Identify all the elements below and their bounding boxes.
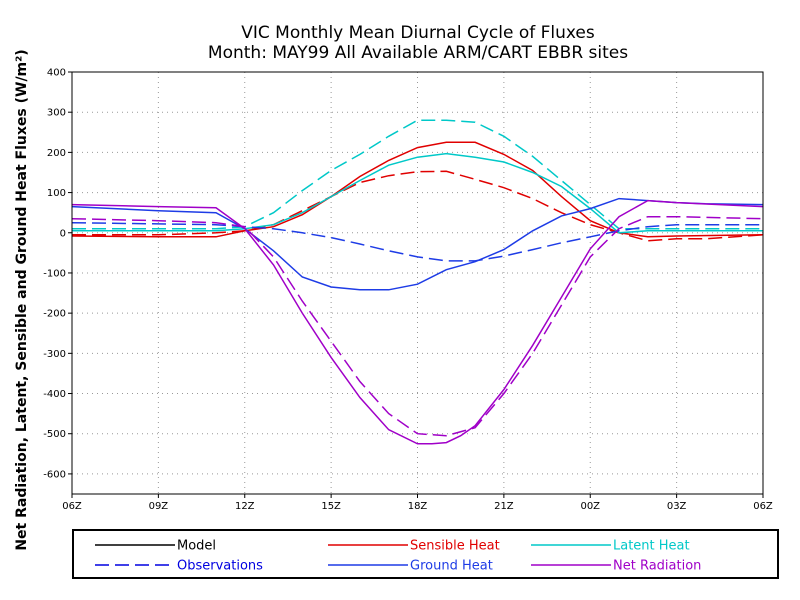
legend-label-model: Model	[177, 539, 216, 554]
y-tick-label: -600	[43, 469, 66, 480]
axis-ticks: 400 300 200 100 0 -100 -200 -300 -400 -500 -600 06Z…	[43, 68, 773, 513]
y-axis-label: Net Radiation, Latent, Sensible and Grou…	[14, 49, 30, 550]
y-tick-label: -400	[43, 389, 66, 400]
legend-label-sensible-heat: Sensible Heat	[410, 539, 500, 554]
series-line-ground-heat-observations	[71, 221, 763, 262]
y-tick-label: 0	[60, 228, 66, 239]
legend-label-ground-heat: Ground Heat	[410, 559, 493, 574]
chart-title-line-2: Month: MAY99 All Available ARM/CART EBBR…	[208, 43, 628, 63]
x-tick-label: 21Z	[494, 501, 514, 512]
legend-box	[72, 529, 779, 579]
y-tick-label: -100	[43, 268, 66, 279]
legend: Model Sensible Heat Latent Heat Observation…	[72, 529, 779, 579]
y-tick-label: -200	[43, 309, 66, 320]
plot-frame	[71, 71, 764, 495]
x-tick-label: 00Z	[580, 501, 600, 512]
x-tick-label: 09Z	[149, 501, 169, 512]
legend-label-net-radiation: Net Radiation	[613, 559, 701, 574]
series-lines	[71, 119, 764, 445]
legend-label-latent-heat: Latent Heat	[613, 539, 690, 554]
y-tick-label: -300	[43, 349, 66, 360]
series-line-net-radiation-observations	[71, 215, 764, 437]
y-tick-label: 400	[47, 68, 66, 79]
x-tick-label: 12Z	[235, 501, 255, 512]
series-line-net-radiation-model	[71, 199, 764, 445]
legend-label-observations: Observations	[177, 559, 263, 574]
grid	[72, 71, 763, 494]
x-tick-label: 06Z	[753, 501, 773, 512]
x-tick-label: 18Z	[408, 501, 428, 512]
series-line-sensible-heat-observations	[72, 170, 764, 242]
x-tick-label: 03Z	[667, 501, 687, 512]
y-tick-label: -500	[43, 429, 66, 440]
x-tick-label: 15Z	[321, 501, 341, 512]
y-tick-label: 200	[47, 148, 66, 159]
chart-title-line-1: VIC Monthly Mean Diurnal Cycle of Fluxes	[241, 23, 595, 43]
y-tick-label: 300	[47, 108, 66, 119]
y-tick-label: 100	[47, 188, 66, 199]
x-tick-label: 06Z	[62, 501, 82, 512]
